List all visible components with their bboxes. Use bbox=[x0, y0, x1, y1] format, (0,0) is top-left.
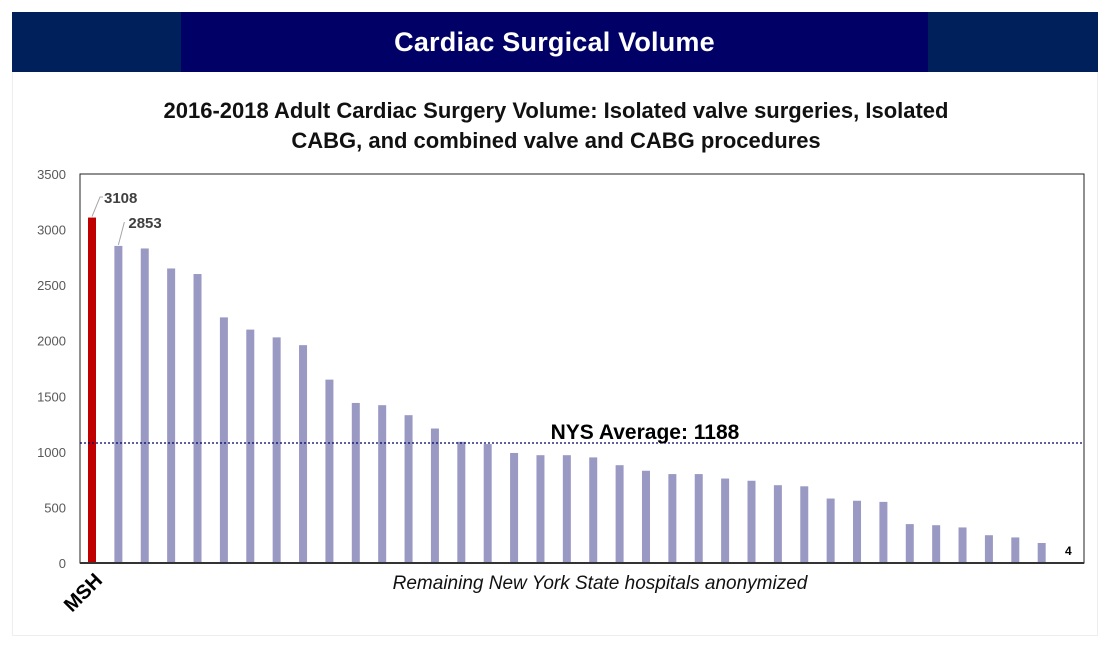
bar bbox=[483, 444, 492, 563]
chart-title-line-2: CABG, and combined valve and CABG proced… bbox=[291, 128, 821, 153]
bar bbox=[668, 474, 677, 563]
x-tick-label-msh: MSH bbox=[60, 570, 107, 617]
y-tick-label: 2500 bbox=[37, 278, 66, 293]
bar bbox=[826, 498, 835, 563]
bar bbox=[193, 274, 202, 563]
bar bbox=[325, 379, 334, 563]
y-tick-label: 3000 bbox=[37, 223, 66, 238]
y-tick-label: 1500 bbox=[37, 389, 66, 404]
data-label: 3108 bbox=[104, 190, 137, 207]
header-center-band: Cardiac Surgical Volume bbox=[181, 12, 928, 72]
data-label-leader bbox=[117, 221, 125, 246]
bar bbox=[879, 501, 888, 563]
y-tick-label: 1000 bbox=[37, 445, 66, 460]
bar bbox=[853, 500, 862, 563]
bar bbox=[562, 455, 571, 563]
bar bbox=[641, 470, 650, 563]
page-title: Cardiac Surgical Volume bbox=[394, 26, 715, 57]
bar bbox=[932, 525, 941, 563]
bar bbox=[246, 329, 255, 563]
chart-title-line-1: 2016-2018 Adult Cardiac Surgery Volume: … bbox=[163, 98, 949, 123]
y-tick-label: 2000 bbox=[37, 334, 66, 349]
bar bbox=[536, 455, 545, 563]
y-tick-label: 0 bbox=[59, 556, 66, 571]
bar bbox=[510, 452, 519, 563]
bar bbox=[430, 428, 439, 563]
bar bbox=[984, 535, 993, 563]
y-tick-label: 500 bbox=[44, 500, 66, 515]
bar bbox=[905, 524, 914, 563]
chart-title: 2016-2018 Adult Cardiac Surgery Volume: … bbox=[0, 96, 1112, 156]
bars bbox=[88, 217, 1046, 564]
bar-msh bbox=[88, 217, 96, 563]
x-axis-label: Remaining New York State hospitals anony… bbox=[393, 573, 809, 594]
bar bbox=[351, 402, 360, 563]
bar bbox=[1037, 542, 1046, 563]
bar bbox=[140, 248, 149, 564]
bar bbox=[114, 245, 123, 563]
bar bbox=[958, 527, 967, 563]
bar bbox=[773, 485, 782, 563]
y-tick-label: 3500 bbox=[37, 167, 66, 182]
bar bbox=[378, 405, 387, 563]
bar bbox=[167, 268, 176, 563]
y-axis: 0 500 1000 1500 2000 2500 3000 3500 bbox=[37, 167, 66, 571]
plot-frame bbox=[79, 173, 1085, 564]
bar bbox=[694, 474, 703, 563]
data-labels: 3108 2853 bbox=[91, 190, 162, 246]
data-label-leader bbox=[91, 196, 103, 217]
bar bbox=[219, 317, 228, 563]
bar bbox=[800, 486, 809, 563]
bar bbox=[457, 441, 466, 563]
bar bbox=[404, 415, 413, 563]
bar bbox=[589, 457, 598, 563]
bar bbox=[615, 465, 624, 563]
bar bbox=[272, 337, 281, 563]
bar bbox=[1011, 537, 1020, 563]
page-number: 4 bbox=[1065, 544, 1072, 558]
average-line-label: NYS Average: 1188 bbox=[551, 421, 740, 444]
bar bbox=[721, 478, 730, 563]
data-label: 2853 bbox=[128, 215, 161, 232]
header-banner: Cardiac Surgical Volume bbox=[12, 12, 1098, 72]
bar bbox=[747, 480, 756, 563]
bar bbox=[299, 345, 308, 563]
